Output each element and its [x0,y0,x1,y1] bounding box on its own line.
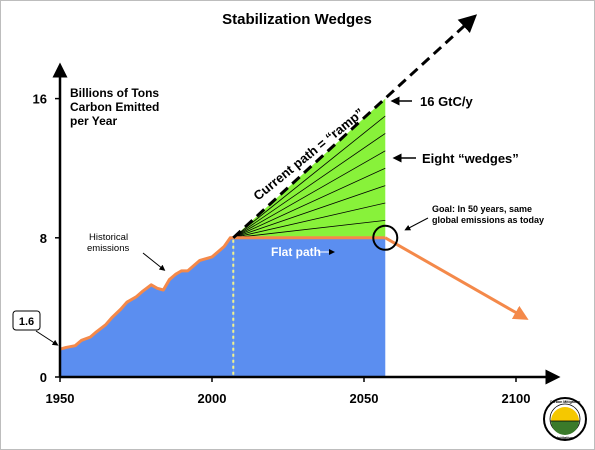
historical-label-line-1: Historical [89,232,128,243]
wedge-divider [233,185,386,239]
wedge-divider [233,167,386,239]
wedge-divider [233,220,386,239]
wedges-label: Eight “wedges” [422,151,519,166]
chart-title: Stabilization Wedges [222,11,372,28]
historical-emissions-area [60,237,234,377]
wedge-divider [233,150,386,239]
flat-path-label: Flat path [271,245,321,259]
start-value-label: 1.6 [19,316,34,328]
wedge-divider [233,202,386,239]
goal-path-line [384,236,529,320]
logo-text-bottom: Initiative [557,435,574,440]
start-value-box [12,310,41,331]
plot-area: 1950 2000 2050 2100 0 8 16 [33,14,561,406]
current-path-ramp-line [232,14,478,239]
wedge-divider [233,115,386,239]
x-tick-label: 2000 [198,391,227,406]
y-axis-label-line-1: Billions of Tons [70,86,159,100]
y-tick-label: 8 [40,231,47,246]
y-tick-label: 16 [33,92,47,107]
x-tick-label: 2100 [502,391,531,406]
y-axis-label-line-3: per Year [70,114,117,128]
x-tick-label: 2050 [350,391,379,406]
goal-circle [372,224,399,251]
historical-emissions-line [59,236,234,351]
x-tick-label: 1950 [46,391,75,406]
goal-label-line-1: Goal: In 50 years, same [432,204,532,214]
goal-label-line-2: global emissions as today [432,215,544,225]
goal-pointer [404,217,429,231]
logo-text-top: Carbon Mitigation [550,400,581,404]
y-tick-label: 0 [40,370,47,385]
start-value-pointer [35,330,59,346]
historical-label-line-2: emissions [87,243,129,254]
wedge-divider [233,133,386,239]
historical-pointer [142,252,166,271]
end-value-label: 16 GtC/y [420,94,474,109]
y-axis-label-line-2: Carbon Emitted [70,100,159,114]
flat-path-area [233,237,386,377]
carbon-mitigation-initiative-logo: Carbon Mitigation Initiative [543,397,587,441]
